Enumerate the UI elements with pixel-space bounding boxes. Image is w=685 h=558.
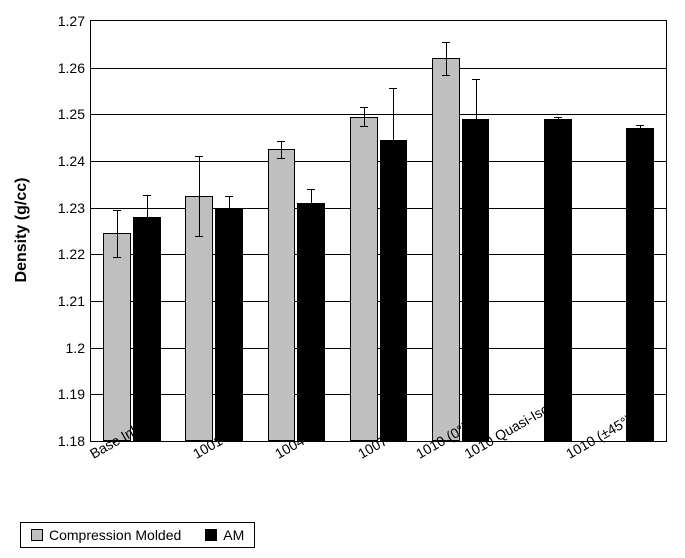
bar: [297, 203, 325, 441]
error-bar: [311, 189, 312, 217]
error-cap: [472, 79, 480, 80]
error-cap: [389, 88, 397, 89]
legend-item: Compression Molded: [31, 527, 181, 543]
ytick-label: 1.25: [58, 106, 91, 122]
error-cap: [360, 107, 368, 108]
grid-line: [91, 114, 666, 115]
ytick-label: 1.22: [58, 246, 91, 262]
bar: [350, 117, 378, 441]
bar: [268, 149, 296, 441]
legend-label: AM: [223, 527, 244, 543]
bar: [133, 217, 161, 441]
y-axis-label: Density (g/cc): [13, 178, 31, 283]
grid-line: [91, 161, 666, 162]
error-cap: [554, 121, 562, 122]
grid-line: [91, 208, 666, 209]
legend-item: AM: [205, 527, 244, 543]
legend: Compression Molded AM: [20, 522, 255, 548]
error-cap: [636, 125, 644, 126]
error-cap: [307, 217, 315, 218]
error-cap: [442, 42, 450, 43]
legend-swatch: [205, 529, 217, 541]
error-cap: [143, 195, 151, 196]
ytick-label: 1.24: [58, 153, 91, 169]
bar: [544, 119, 572, 441]
error-cap: [277, 158, 285, 159]
error-cap: [442, 75, 450, 76]
error-bar: [117, 210, 118, 257]
plot-area: 1.181.191.21.211.221.231.241.251.261.27B…: [90, 20, 667, 442]
ytick-label: 1.27: [58, 13, 91, 29]
error-cap: [195, 156, 203, 157]
grid-line: [91, 68, 666, 69]
error-bar: [147, 195, 148, 240]
density-bar-chart: 1.181.191.21.211.221.231.241.251.261.27B…: [10, 10, 675, 548]
bar: [626, 128, 654, 441]
error-cap: [195, 236, 203, 237]
error-bar: [364, 107, 365, 126]
grid-line: [91, 254, 666, 255]
bar: [432, 58, 460, 441]
ytick-label: 1.23: [58, 200, 91, 216]
bar: [103, 233, 131, 441]
grid-line: [91, 394, 666, 395]
error-cap: [225, 219, 233, 220]
bar: [462, 119, 490, 441]
error-cap: [113, 257, 121, 258]
error-bar: [446, 42, 447, 75]
ytick-label: 1.19: [58, 386, 91, 402]
grid-line: [91, 301, 666, 302]
error-bar: [281, 141, 282, 158]
error-bar: [393, 88, 394, 193]
bar: [215, 208, 243, 441]
error-bar: [640, 125, 641, 132]
ytick-label: 1.21: [58, 293, 91, 309]
error-cap: [277, 141, 285, 142]
error-cap: [307, 189, 315, 190]
grid-line: [91, 348, 666, 349]
error-cap: [113, 210, 121, 211]
ytick-label: 1.26: [58, 60, 91, 76]
error-bar: [229, 196, 230, 219]
legend-swatch: [31, 529, 43, 541]
legend-label: Compression Molded: [49, 527, 181, 543]
error-cap: [472, 159, 480, 160]
error-cap: [636, 132, 644, 133]
error-bar: [476, 79, 477, 158]
error-cap: [225, 196, 233, 197]
error-cap: [360, 126, 368, 127]
error-cap: [143, 239, 151, 240]
ytick-label: 1.2: [66, 340, 91, 356]
error-cap: [554, 117, 562, 118]
error-bar: [199, 156, 200, 235]
error-cap: [389, 192, 397, 193]
